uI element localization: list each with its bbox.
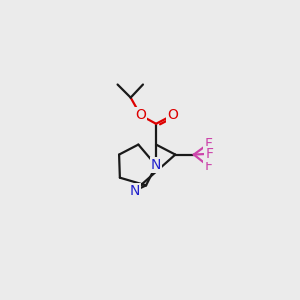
Text: N: N xyxy=(129,184,140,198)
Text: F: F xyxy=(204,159,212,173)
Text: O: O xyxy=(167,108,178,122)
Text: N: N xyxy=(151,158,161,172)
Text: F: F xyxy=(204,137,212,151)
Text: F: F xyxy=(205,147,213,161)
Text: O: O xyxy=(135,108,146,122)
